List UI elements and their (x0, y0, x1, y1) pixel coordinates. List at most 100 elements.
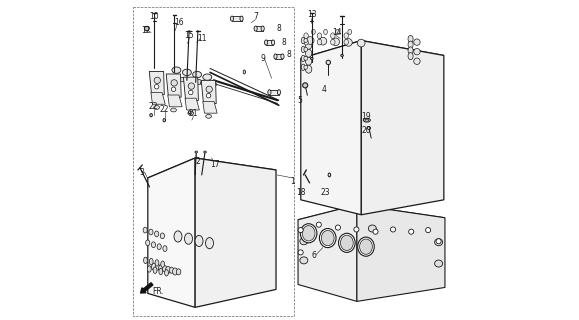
Ellipse shape (174, 231, 182, 242)
Text: 8: 8 (286, 50, 291, 59)
Ellipse shape (312, 29, 316, 35)
Ellipse shape (331, 33, 335, 39)
Ellipse shape (301, 55, 305, 61)
Circle shape (409, 229, 414, 234)
Circle shape (332, 38, 339, 46)
Ellipse shape (243, 70, 245, 74)
Ellipse shape (157, 244, 162, 250)
Ellipse shape (340, 235, 353, 251)
Text: 3: 3 (140, 168, 145, 178)
Text: 16: 16 (174, 18, 184, 27)
Ellipse shape (254, 26, 257, 31)
Polygon shape (148, 158, 195, 307)
Polygon shape (195, 158, 276, 307)
Ellipse shape (190, 79, 196, 84)
Ellipse shape (163, 246, 167, 252)
Ellipse shape (328, 173, 331, 177)
Ellipse shape (195, 79, 202, 84)
Polygon shape (298, 205, 445, 233)
Circle shape (414, 49, 420, 55)
Polygon shape (148, 163, 275, 203)
Circle shape (304, 39, 307, 43)
Ellipse shape (177, 269, 181, 275)
Circle shape (390, 227, 395, 232)
Text: 20: 20 (361, 126, 371, 135)
Ellipse shape (189, 111, 190, 114)
Polygon shape (276, 54, 283, 59)
Ellipse shape (320, 228, 336, 248)
Ellipse shape (174, 76, 181, 81)
Ellipse shape (184, 78, 192, 83)
Ellipse shape (321, 230, 334, 246)
Circle shape (171, 87, 176, 92)
Ellipse shape (317, 39, 322, 45)
Ellipse shape (173, 268, 178, 275)
Ellipse shape (408, 41, 413, 48)
Ellipse shape (304, 33, 308, 39)
Ellipse shape (310, 58, 313, 60)
Ellipse shape (435, 239, 442, 246)
Ellipse shape (152, 263, 157, 270)
Ellipse shape (163, 119, 166, 122)
Ellipse shape (151, 242, 156, 248)
Polygon shape (166, 74, 181, 97)
Circle shape (326, 60, 331, 65)
Ellipse shape (408, 36, 413, 43)
Text: 5: 5 (298, 96, 303, 105)
Polygon shape (149, 71, 164, 95)
Ellipse shape (281, 54, 284, 59)
Text: 22: 22 (149, 102, 158, 111)
Ellipse shape (302, 226, 315, 241)
Ellipse shape (306, 65, 312, 73)
Text: 13: 13 (307, 10, 317, 19)
Ellipse shape (166, 267, 171, 273)
Ellipse shape (272, 40, 274, 45)
Polygon shape (184, 77, 199, 100)
Circle shape (319, 37, 327, 45)
Polygon shape (256, 26, 263, 31)
Ellipse shape (179, 78, 185, 82)
Ellipse shape (365, 119, 369, 121)
Circle shape (206, 93, 211, 98)
Ellipse shape (170, 267, 174, 273)
Text: 8: 8 (277, 24, 282, 33)
Ellipse shape (164, 270, 168, 276)
Ellipse shape (300, 257, 308, 264)
Ellipse shape (348, 29, 351, 35)
Circle shape (436, 239, 441, 244)
Ellipse shape (363, 118, 371, 122)
Ellipse shape (277, 90, 281, 95)
Text: 8: 8 (282, 38, 287, 47)
Ellipse shape (154, 106, 159, 109)
Ellipse shape (155, 231, 159, 237)
Ellipse shape (339, 233, 355, 252)
Text: 21: 21 (189, 109, 198, 118)
Ellipse shape (144, 257, 148, 264)
Ellipse shape (274, 54, 277, 59)
Ellipse shape (301, 64, 305, 70)
Circle shape (304, 48, 307, 51)
Ellipse shape (265, 40, 267, 45)
Ellipse shape (301, 224, 317, 243)
Ellipse shape (159, 268, 163, 275)
Polygon shape (148, 158, 276, 192)
Ellipse shape (206, 115, 211, 118)
Circle shape (298, 228, 303, 233)
Circle shape (145, 26, 149, 31)
Polygon shape (357, 205, 445, 301)
Ellipse shape (230, 16, 233, 21)
Ellipse shape (200, 81, 206, 85)
Ellipse shape (268, 90, 271, 95)
Circle shape (426, 228, 431, 233)
Text: 7: 7 (253, 12, 258, 21)
Ellipse shape (213, 80, 215, 84)
Circle shape (154, 77, 160, 84)
Ellipse shape (261, 26, 264, 31)
Polygon shape (203, 101, 217, 113)
FancyArrow shape (141, 283, 153, 293)
Ellipse shape (240, 16, 243, 21)
Ellipse shape (162, 266, 167, 272)
Ellipse shape (148, 266, 151, 272)
Ellipse shape (360, 239, 372, 254)
Ellipse shape (161, 261, 164, 268)
